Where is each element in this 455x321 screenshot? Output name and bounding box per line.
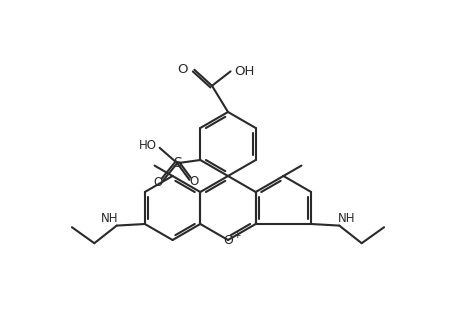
- Text: S: S: [172, 156, 181, 170]
- Text: OH: OH: [234, 65, 254, 78]
- Text: O: O: [177, 63, 187, 76]
- Text: NH: NH: [337, 212, 354, 225]
- Text: +: +: [233, 230, 240, 239]
- Text: O: O: [222, 233, 233, 247]
- Text: NH: NH: [101, 212, 118, 225]
- Text: O: O: [189, 175, 198, 188]
- Text: HO: HO: [138, 139, 157, 152]
- Text: O: O: [153, 176, 162, 189]
